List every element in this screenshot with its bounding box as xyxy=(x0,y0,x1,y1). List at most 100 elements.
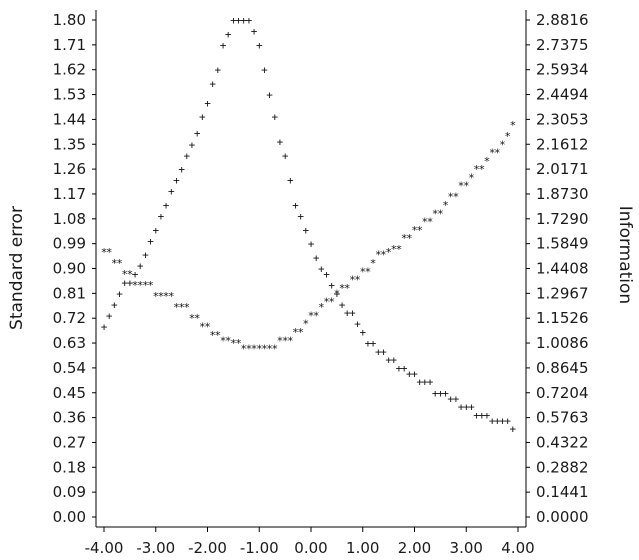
star-marker-point: * xyxy=(266,343,273,356)
right-y-tick-label: 1.1526 xyxy=(536,309,589,327)
star-marker-point: * xyxy=(116,257,123,270)
star-marker-point: * xyxy=(240,343,247,356)
plus-marker-point: + xyxy=(308,238,315,251)
star-marker-point: * xyxy=(220,334,227,347)
plus-marker-point: + xyxy=(504,414,511,427)
plus-marker-point: + xyxy=(116,287,123,300)
star-marker-point: * xyxy=(106,246,113,259)
star-marker-point: * xyxy=(427,216,434,229)
plus-marker-point: + xyxy=(359,326,366,339)
right-y-tick-label: 2.0171 xyxy=(536,160,589,178)
star-marker-point: * xyxy=(194,312,201,325)
star-marker-point: * xyxy=(349,274,356,287)
plus-marker-point: + xyxy=(152,224,159,237)
star-marker-point: * xyxy=(328,296,335,309)
star-marker-point: * xyxy=(463,180,470,193)
x-tick-label: -2.00 xyxy=(188,539,227,557)
plus-marker-point: + xyxy=(365,337,372,350)
star-marker-point: * xyxy=(396,243,403,256)
right-y-tick-label: 2.5934 xyxy=(536,61,589,79)
plus-marker-point: + xyxy=(390,354,397,367)
star-marker-point: * xyxy=(416,224,423,237)
plus-marker-point: + xyxy=(339,298,346,311)
star-marker-point: * xyxy=(111,257,118,270)
left-y-tick-label: 0.09 xyxy=(53,483,86,501)
plus-marker-point: + xyxy=(292,199,299,212)
plus-marker-point: + xyxy=(401,362,408,375)
star-marker-point: * xyxy=(121,268,128,281)
star-marker-point: * xyxy=(401,232,408,245)
star-marker-point: * xyxy=(484,155,491,168)
plus-marker-point: + xyxy=(328,279,335,292)
right-y-tick-label: 1.7290 xyxy=(536,210,589,228)
plus-marker-point: + xyxy=(178,163,185,176)
plus-marker-point: + xyxy=(209,78,216,91)
plus-marker-point: + xyxy=(349,307,356,320)
star-marker-point: * xyxy=(142,279,149,292)
plus-marker-point: + xyxy=(189,138,196,151)
plus-marker-point: + xyxy=(437,387,444,400)
left-y-tick-label: 0.00 xyxy=(53,508,86,526)
star-marker-point: * xyxy=(277,334,284,347)
right-y-tick-label: 2.3053 xyxy=(536,110,589,128)
plus-marker-point: + xyxy=(147,235,154,248)
star-marker-point: * xyxy=(318,301,325,314)
plus-marker-point: + xyxy=(256,39,263,52)
star-marker-point: * xyxy=(256,343,263,356)
star-marker-point: * xyxy=(308,309,315,322)
left-y-tick-label: 0.45 xyxy=(53,384,86,402)
plus-marker-point: + xyxy=(158,210,165,223)
plus-marker-point: + xyxy=(453,392,460,405)
right-y-tick-label: 2.4494 xyxy=(536,86,589,104)
star-marker-point: * xyxy=(209,329,216,342)
plus-marker-point: + xyxy=(303,224,310,237)
star-marker-point: * xyxy=(158,290,165,303)
plus-marker-point: + xyxy=(468,401,475,414)
plus-marker-point: + xyxy=(313,251,320,264)
plus-marker-point: + xyxy=(183,149,190,162)
star-marker-point: * xyxy=(297,326,304,339)
left-y-tick-label: 1.35 xyxy=(53,135,86,153)
star-marker-point: * xyxy=(292,326,299,339)
star-marker-point: * xyxy=(137,279,144,292)
plus-marker-point: + xyxy=(266,89,273,102)
x-tick-label: -4.00 xyxy=(85,539,124,557)
left-y-tick-label: 0.72 xyxy=(53,309,86,327)
star-marker-point: * xyxy=(422,216,429,229)
star-marker-point: * xyxy=(163,290,170,303)
plus-marker-point: + xyxy=(271,111,278,124)
star-marker-point: * xyxy=(204,320,211,333)
x-tick-label: 2.00 xyxy=(398,539,431,557)
star-marker-point: * xyxy=(251,343,258,356)
left-y-tick-label: 1.08 xyxy=(53,210,86,228)
star-marker-point: * xyxy=(385,246,392,259)
plus-marker-point: + xyxy=(458,401,465,414)
plus-marker-point: + xyxy=(106,309,113,322)
star-marker-point: * xyxy=(453,191,460,204)
right-y-tick-label: 1.8730 xyxy=(536,185,589,203)
star-marker-point: * xyxy=(246,343,253,356)
star-marker-point: * xyxy=(271,343,278,356)
plus-marker-point: + xyxy=(385,354,392,367)
star-marker-point: * xyxy=(468,171,475,184)
star-marker-point: * xyxy=(132,279,139,292)
plus-marker-point: + xyxy=(432,387,439,400)
star-marker-point: * xyxy=(313,309,320,322)
star-marker-point: * xyxy=(359,265,366,278)
right-y-tick-label: 0.5763 xyxy=(536,409,589,427)
star-marker-point: * xyxy=(442,199,449,212)
x-tick-label: 3.00 xyxy=(450,539,483,557)
star-marker-point: * xyxy=(199,320,206,333)
star-marker-point: * xyxy=(127,268,134,281)
plus-marker-point: + xyxy=(484,409,491,422)
plus-marker-point: + xyxy=(142,249,149,262)
right-y-tick-label: 2.1612 xyxy=(536,135,589,153)
plus-marker-point: + xyxy=(225,28,232,41)
star-marker-point: * xyxy=(489,147,496,160)
plus-marker-point: + xyxy=(101,320,108,333)
x-tick-label: 0.00 xyxy=(294,539,327,557)
star-marker-point: * xyxy=(225,334,232,347)
plus-marker-point: + xyxy=(215,64,222,77)
